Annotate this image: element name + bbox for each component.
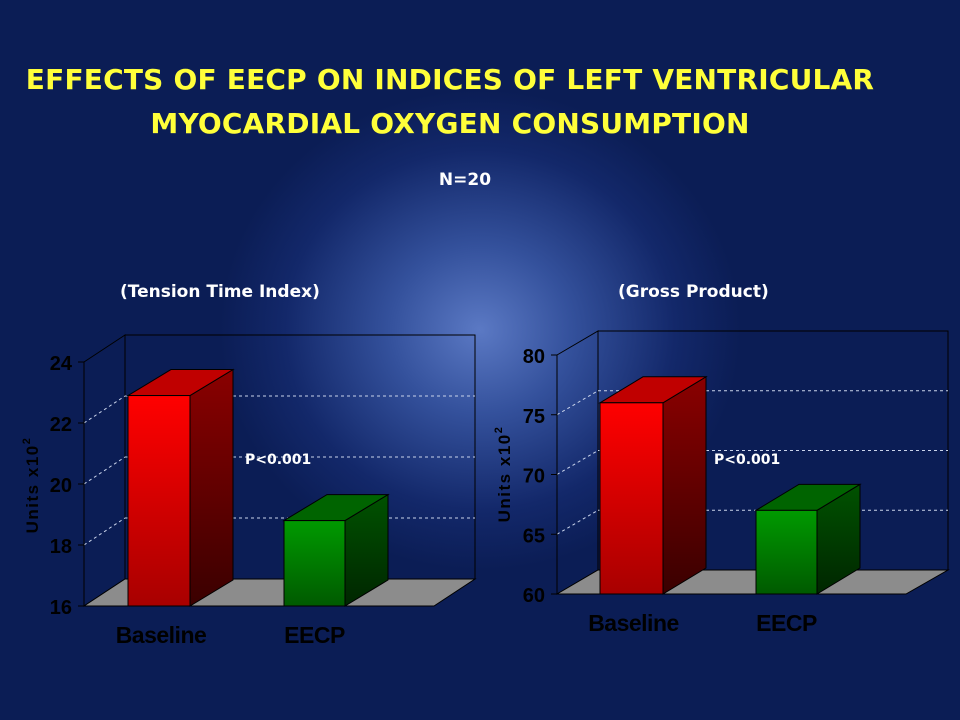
- bar-front: [755, 509, 818, 595]
- gridline-side: [83, 517, 126, 546]
- bar-baseline: [598, 375, 708, 595]
- slide-title: EFFECTS OF EECP ON INDICES OF LEFT VENTR…: [0, 58, 900, 146]
- gridline-side: [556, 450, 599, 475]
- y-tick-label: 24: [50, 353, 73, 375]
- chart-title-gross-product: (Gross Product): [618, 282, 769, 302]
- title-line-1: EFFECTS OF EECP ON INDICES OF LEFT VENTR…: [25, 63, 875, 96]
- gridline-side: [83, 395, 126, 424]
- gridline-side: [556, 390, 599, 416]
- y-tick-label: 60: [523, 585, 545, 607]
- y-tick-label: 18: [50, 536, 72, 558]
- chart-gross-product: 60 65 70 75 80 Baseline EECP P<0.001 Units x102: [493, 330, 950, 636]
- y-tick-label: 70: [523, 466, 545, 488]
- y-tick-label: 75: [523, 406, 545, 428]
- sample-size-label: N=20: [438, 170, 492, 190]
- bar-front: [283, 520, 346, 607]
- gridline-side: [556, 509, 599, 535]
- gridline-side: [83, 456, 126, 485]
- y-tick-label: 65: [523, 525, 545, 547]
- bar-side: [189, 368, 234, 607]
- x-category-label: Baseline: [116, 622, 207, 648]
- p-value-annotation: P<0.001: [245, 452, 311, 468]
- bar-baseline: [126, 368, 235, 607]
- y-tick-label: 80: [523, 346, 545, 368]
- y-tick-label: 20: [50, 475, 72, 497]
- side-wall: [556, 330, 599, 595]
- y-axis-label: Units x102: [493, 426, 514, 523]
- bar-side: [662, 375, 707, 595]
- chart-title-tension-time-index: (Tension Time Index): [120, 282, 320, 302]
- bar-eecp: [754, 483, 862, 595]
- y-axis-label: Units x102: [21, 437, 42, 534]
- y-tick-label: 16: [50, 597, 72, 619]
- chart-tension-time-index: 16 18 20 22 24 Baseline EECP P<0.001 Units x102: [21, 334, 477, 648]
- p-value-annotation: P<0.001: [714, 452, 780, 468]
- title-line-2: MYOCARDIAL OXYGEN CONSUMPTION: [150, 107, 750, 140]
- x-category-label: EECP: [284, 622, 345, 648]
- y-tick-label: 22: [50, 414, 72, 436]
- x-category-label: Baseline: [588, 610, 679, 636]
- bar-front: [599, 402, 664, 595]
- bar-front: [127, 395, 191, 607]
- x-category-label: EECP: [756, 610, 817, 636]
- bar-eecp: [282, 493, 390, 607]
